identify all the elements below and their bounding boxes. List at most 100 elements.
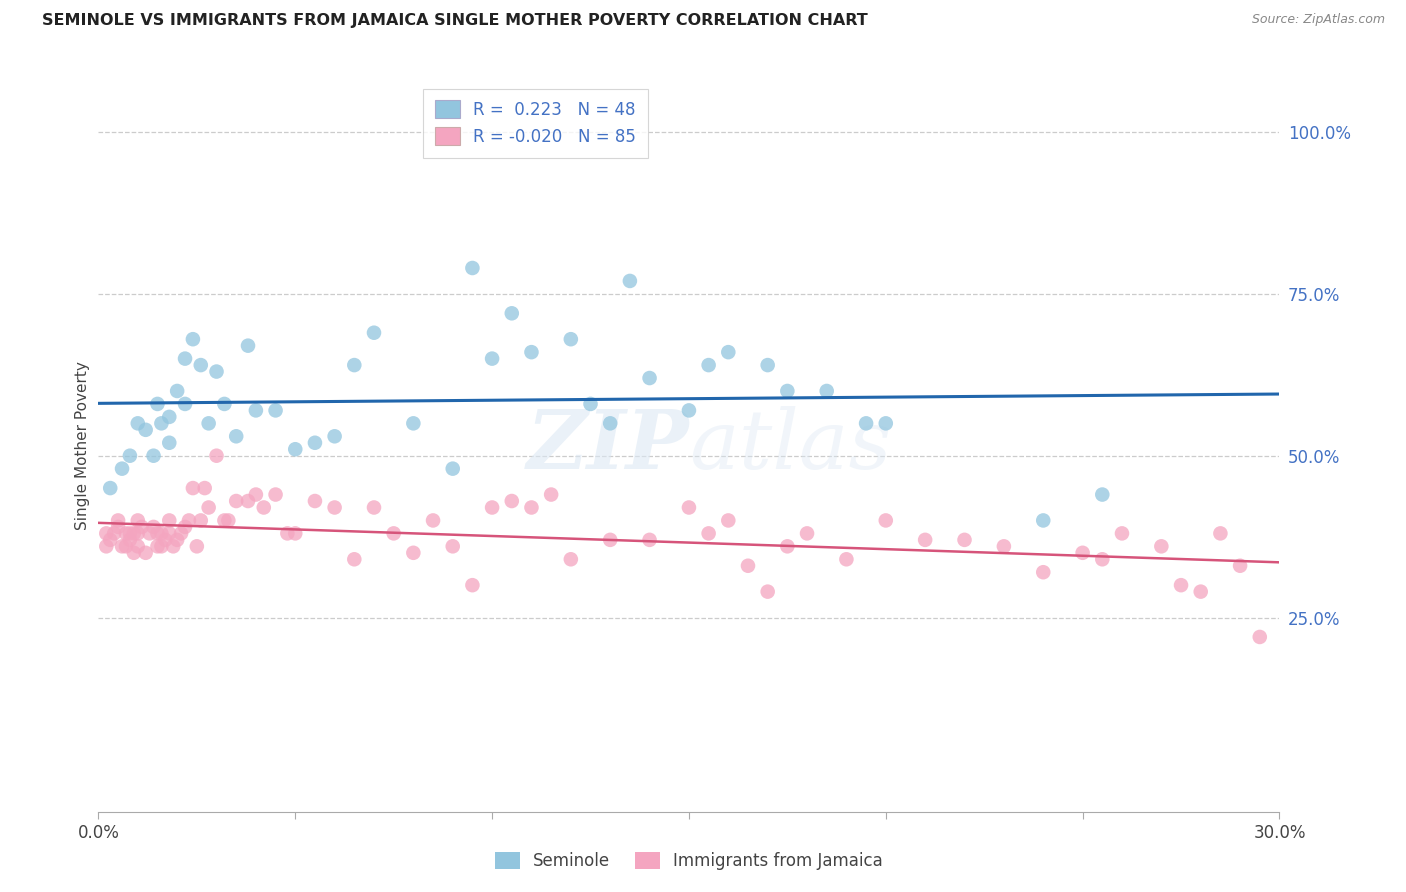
Point (217, 513, 239, 527)
Point (599, 533, 621, 547)
Point (323, 429, 346, 443)
Point (174, 351, 197, 366)
Point (441, 539, 464, 553)
Point (174, 397, 197, 411)
Point (118, 526, 141, 541)
Text: atlas: atlas (689, 406, 891, 486)
Point (98, 481, 121, 495)
Text: SEMINOLE VS IMMIGRANTS FROM JAMAICA SINGLE MOTHER POVERTY CORRELATION CHART: SEMINOLE VS IMMIGRANTS FROM JAMAICA SING… (42, 13, 868, 29)
Point (1091, 552, 1114, 566)
Point (276, 526, 298, 541)
Point (142, 449, 165, 463)
Point (150, 539, 173, 553)
Point (115, 539, 138, 553)
Point (1209, 526, 1232, 541)
Point (914, 533, 936, 547)
Point (264, 487, 287, 501)
Point (382, 526, 405, 541)
Point (122, 546, 145, 560)
Point (157, 526, 180, 541)
Point (284, 442, 307, 457)
Point (127, 526, 149, 541)
Point (190, 513, 212, 527)
Point (776, 384, 799, 398)
Point (135, 423, 157, 437)
Point (815, 384, 838, 398)
Point (953, 533, 976, 547)
Point (1189, 584, 1212, 599)
Point (205, 449, 228, 463)
Point (225, 494, 247, 508)
Point (177, 513, 200, 527)
Point (599, 417, 621, 431)
Point (146, 397, 169, 411)
Point (142, 520, 165, 534)
Text: Source: ZipAtlas.com: Source: ZipAtlas.com (1251, 13, 1385, 27)
Point (441, 461, 464, 475)
Point (422, 513, 444, 527)
Point (146, 539, 169, 553)
Point (162, 539, 184, 553)
Point (146, 526, 169, 541)
Point (993, 539, 1015, 553)
Point (122, 526, 145, 541)
Point (1170, 578, 1192, 592)
Point (214, 513, 236, 527)
Point (115, 526, 138, 541)
Point (197, 500, 219, 515)
Point (461, 578, 484, 592)
Point (131, 520, 153, 534)
Point (520, 345, 543, 359)
Point (194, 481, 217, 495)
Point (111, 539, 134, 553)
Point (181, 481, 204, 495)
Point (540, 487, 562, 501)
Point (127, 513, 149, 527)
Point (98, 533, 121, 547)
Point (118, 533, 141, 547)
Point (197, 417, 219, 431)
Point (1091, 487, 1114, 501)
Point (697, 526, 720, 541)
Point (170, 526, 193, 541)
Point (402, 546, 425, 560)
Y-axis label: Single Mother Poverty: Single Mother Poverty (75, 361, 90, 531)
Point (875, 513, 897, 527)
Point (678, 403, 700, 417)
Point (1249, 630, 1271, 644)
Point (323, 500, 346, 515)
Point (776, 539, 799, 553)
Point (737, 558, 759, 573)
Point (1229, 558, 1251, 573)
Point (150, 417, 173, 431)
Point (111, 461, 134, 475)
Legend: Seminole, Immigrants from Jamaica: Seminole, Immigrants from Jamaica (488, 845, 890, 877)
Point (264, 403, 287, 417)
Point (1111, 526, 1133, 541)
Point (678, 500, 700, 515)
Point (236, 339, 259, 353)
Point (214, 397, 236, 411)
Point (253, 500, 276, 515)
Point (157, 409, 180, 424)
Point (236, 494, 259, 508)
Point (205, 365, 228, 379)
Point (186, 539, 208, 553)
Point (461, 260, 484, 275)
Point (520, 500, 543, 515)
Point (756, 584, 779, 599)
Point (1071, 546, 1094, 560)
Point (855, 417, 877, 431)
Point (579, 397, 602, 411)
Point (155, 533, 177, 547)
Point (174, 520, 197, 534)
Text: ZIP: ZIP (526, 406, 689, 486)
Point (96, 526, 118, 541)
Point (284, 526, 307, 541)
Point (717, 513, 740, 527)
Point (225, 429, 247, 443)
Point (1032, 513, 1054, 527)
Point (245, 403, 267, 417)
Point (190, 358, 212, 372)
Point (103, 526, 125, 541)
